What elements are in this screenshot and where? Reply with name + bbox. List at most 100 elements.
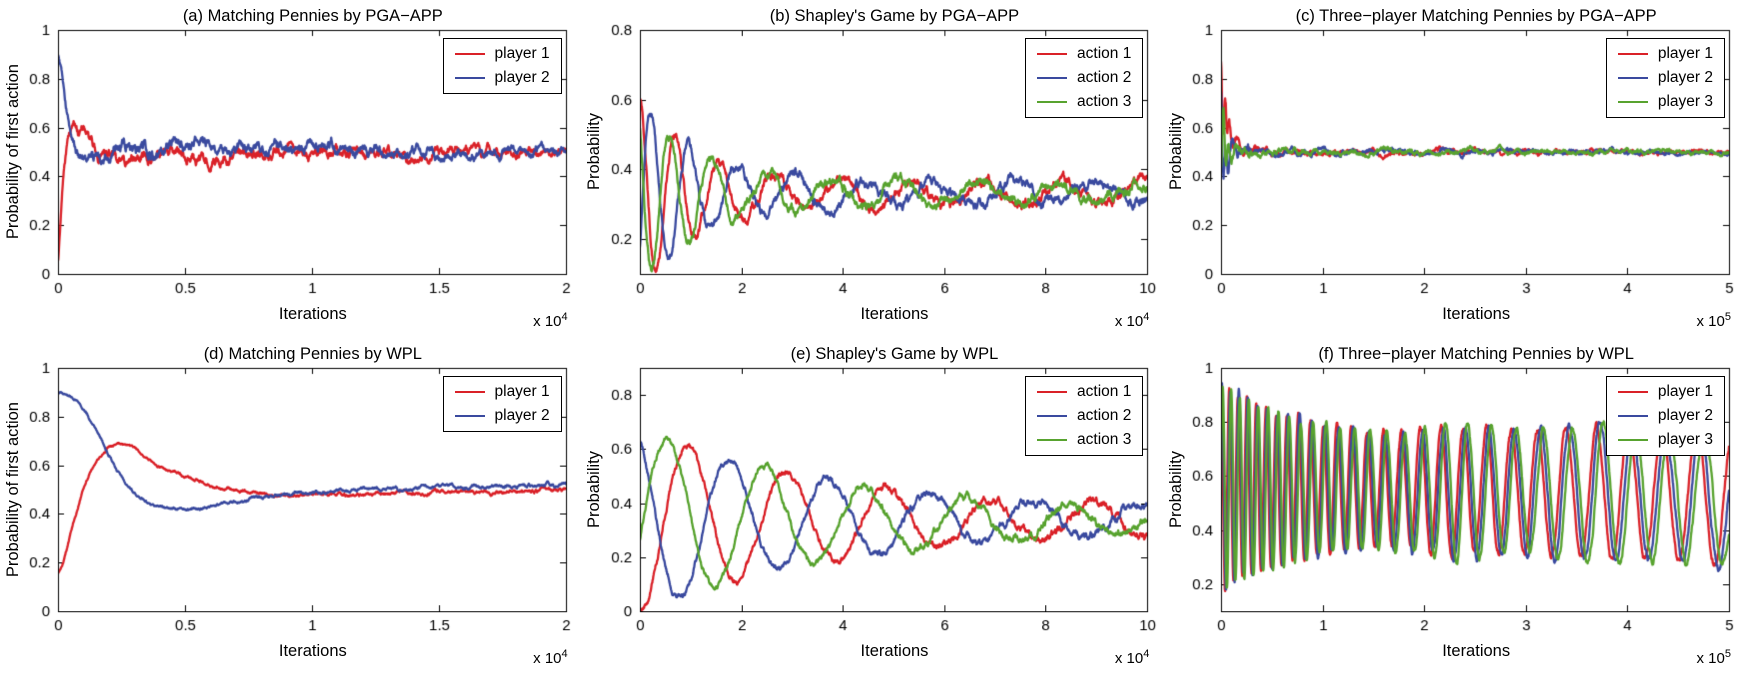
legend-line-sample <box>1037 101 1068 103</box>
chart-f-x-axis-exponent: x 105 <box>1697 648 1731 667</box>
legend-entry: action 2 <box>1037 69 1131 87</box>
chart-d-x-axis-label: Iterations <box>278 642 347 660</box>
legend-entry: action 3 <box>1037 93 1131 111</box>
chart-d-y-axis-label-text: Probability of first action <box>3 401 22 577</box>
subplot-b: (b) Shapley's Game by PGA−APP Probabilit… <box>581 0 1164 338</box>
chart-e-x-axis-exponent: x 104 <box>1115 648 1149 667</box>
legend-label: player 1 <box>494 382 550 400</box>
chart-f-y-axis-label-text: Probability <box>1166 450 1185 528</box>
legend-entry: action 3 <box>1037 431 1131 449</box>
legend-line-sample <box>1037 414 1068 417</box>
chart-e-title: (e) Shapley's Game by WPL <box>790 344 999 363</box>
legend-line-sample <box>454 77 485 79</box>
chart-f-legend: player 1 player 2 player 3 <box>1605 375 1725 456</box>
legend-line-sample <box>1617 414 1648 417</box>
legend-entry: action 1 <box>1037 383 1131 401</box>
legend-label: player 1 <box>1657 382 1713 400</box>
exp-value: 4 <box>1143 310 1150 323</box>
legend-label: player 1 <box>494 45 550 62</box>
chart-c-x-axis-label: Iterations <box>1442 304 1511 323</box>
subplot-a: (a) Matching Pennies by PGA−APP Probabil… <box>0 0 582 338</box>
legend-line-sample <box>454 53 485 55</box>
chart-b-x-axis-label: Iterations <box>860 304 929 323</box>
legend-label: player 2 <box>494 406 550 424</box>
legend-entry: player 2 <box>454 406 550 425</box>
legend-label: player 3 <box>1657 430 1713 448</box>
chart-a-legend: player 1 player 2 <box>442 38 562 94</box>
subplot-f: (f) Three−player Matching Pennies by WPL… <box>1163 337 1745 675</box>
legend-line-sample <box>454 390 485 393</box>
legend-label: action 1 <box>1077 45 1132 62</box>
exp-value: 4 <box>561 310 568 323</box>
exp-prefix: x 10 <box>533 312 562 330</box>
legend-label: action 3 <box>1077 93 1132 110</box>
chart-f-y-axis-label: Probability <box>1165 368 1187 612</box>
legend-entry: player 1 <box>1617 382 1713 401</box>
legend-entry: player 1 <box>454 382 550 401</box>
legend-entry: action 2 <box>1037 407 1131 425</box>
chart-a-title: (a) Matching Pennies by PGA−APP <box>182 7 443 25</box>
chart-f-title: (f) Three−player Matching Pennies by WPL <box>1318 344 1634 363</box>
legend-line-sample <box>1617 438 1648 441</box>
legend-entry: action 1 <box>1037 45 1131 63</box>
chart-a-x-axis-label: Iterations <box>278 304 347 323</box>
chart-c-y-axis-label-text: Probability <box>1166 113 1185 191</box>
chart-d-legend: player 1 player 2 <box>442 375 562 432</box>
chart-e-y-axis-label-text: Probability <box>585 450 604 528</box>
subplot-e: (e) Shapley's Game by WPL Probability It… <box>581 337 1164 675</box>
legend-entry: player 2 <box>1617 407 1713 425</box>
exp-prefix: x 10 <box>1696 650 1725 667</box>
legend-label: player 1 <box>1657 45 1713 62</box>
chart-b-x-axis-exponent: x 104 <box>1115 311 1149 330</box>
chart-e-x-axis-label: Iterations <box>860 642 929 660</box>
chart-e-y-axis-label: Probability <box>584 368 606 612</box>
exp-prefix: x 10 <box>1696 312 1725 330</box>
exp-prefix: x 10 <box>1114 650 1144 667</box>
subplot-d: (d) Matching Pennies by WPL Probability … <box>0 337 582 675</box>
exp-prefix: x 10 <box>533 650 562 667</box>
exp-value: 4 <box>1143 648 1150 660</box>
chart-b-y-axis-label: Probability <box>584 30 606 274</box>
legend-entry: player 3 <box>1617 430 1713 449</box>
legend-line-sample <box>1617 77 1648 79</box>
legend-label: action 2 <box>1077 406 1132 424</box>
chart-a-y-axis-label-text: Probability of first action <box>3 64 22 240</box>
legend-entry: player 3 <box>1617 93 1713 111</box>
legend-line-sample <box>1037 438 1068 441</box>
legend-line-sample <box>454 414 485 417</box>
chart-e-legend: action 1 action 2 action 3 <box>1025 375 1144 456</box>
legend-entry: player 2 <box>1617 69 1713 87</box>
exp-value: 4 <box>561 648 568 660</box>
legend-line-sample <box>1037 53 1068 55</box>
chart-a-y-axis-label: Probability of first action <box>2 30 24 274</box>
legend-entry: player 1 <box>454 45 550 63</box>
legend-line-sample <box>1037 77 1068 79</box>
legend-label: player 2 <box>494 69 550 86</box>
chart-c-title: (c) Three−player Matching Pennies by PGA… <box>1295 7 1657 25</box>
legend-label: player 3 <box>1657 93 1713 110</box>
legend-label: player 2 <box>1657 69 1713 86</box>
legend-entry: player 1 <box>1617 45 1713 63</box>
legend-label: action 1 <box>1077 382 1132 400</box>
chart-c-y-axis-label: Probability <box>1165 30 1187 274</box>
exp-prefix: x 10 <box>1114 312 1144 330</box>
chart-d-title: (d) Matching Pennies by WPL <box>203 344 422 363</box>
chart-b-legend: action 1 action 2 action 3 <box>1025 38 1144 118</box>
legend-entry: player 2 <box>454 69 550 87</box>
legend-line-sample <box>1617 53 1648 55</box>
exp-value: 5 <box>1724 648 1731 660</box>
chart-b-title: (b) Shapley's Game by PGA−APP <box>769 7 1020 25</box>
legend-line-sample <box>1037 390 1068 393</box>
legend-label: action 2 <box>1077 69 1132 86</box>
chart-c-x-axis-exponent: x 105 <box>1697 311 1731 330</box>
subplot-c: (c) Three−player Matching Pennies by PGA… <box>1163 0 1745 338</box>
chart-c-legend: player 1 player 2 player 3 <box>1605 38 1725 118</box>
legend-line-sample <box>1617 101 1648 103</box>
chart-b-y-axis-label-text: Probability <box>585 113 604 191</box>
chart-d-x-axis-exponent: x 104 <box>533 648 567 667</box>
legend-label: action 3 <box>1077 430 1132 448</box>
chart-d-y-axis-label: Probability of first action <box>2 368 24 612</box>
chart-f-x-axis-label: Iterations <box>1442 642 1511 660</box>
legend-line-sample <box>1617 390 1648 393</box>
